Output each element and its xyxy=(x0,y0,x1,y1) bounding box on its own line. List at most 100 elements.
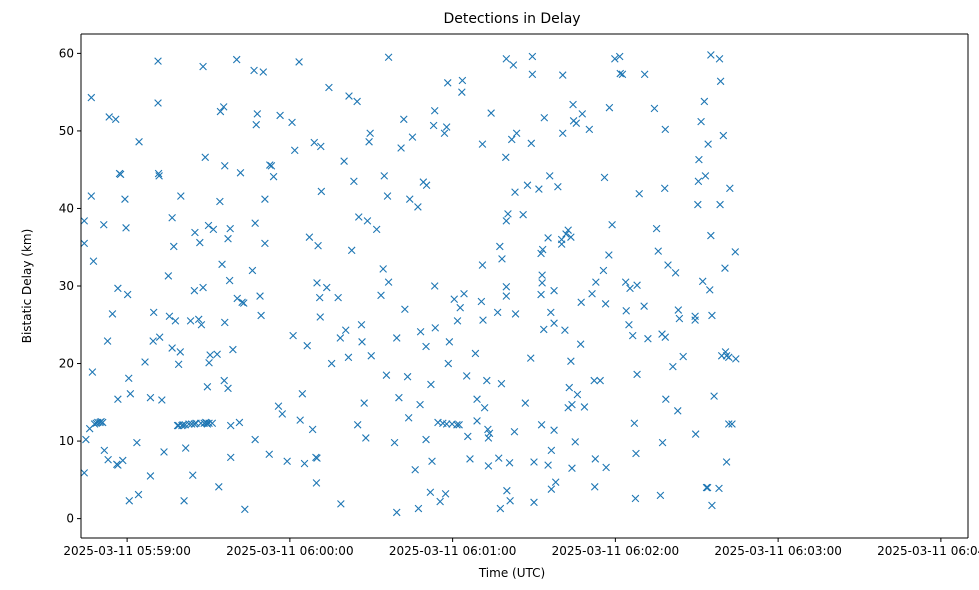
data-point xyxy=(224,384,232,393)
data-point xyxy=(544,461,552,469)
data-point xyxy=(441,490,450,498)
data-point xyxy=(158,396,166,404)
data-point xyxy=(177,192,185,200)
data-point xyxy=(484,425,492,434)
data-point xyxy=(116,170,125,179)
data-point xyxy=(334,293,342,302)
data-point xyxy=(99,220,108,229)
data-point xyxy=(479,316,487,324)
data-point xyxy=(266,161,274,169)
data-point xyxy=(305,233,314,241)
data-point xyxy=(716,200,724,209)
data-point xyxy=(155,333,164,341)
data-point xyxy=(577,298,585,307)
data-point xyxy=(204,221,213,230)
data-point xyxy=(551,478,560,486)
data-point xyxy=(340,157,348,165)
data-point xyxy=(728,420,736,428)
data-point xyxy=(350,177,358,186)
data-point xyxy=(377,291,385,300)
data-point xyxy=(703,483,712,492)
data-point xyxy=(691,316,699,324)
plot-area xyxy=(81,34,968,538)
data-point xyxy=(442,420,451,428)
data-point xyxy=(440,129,449,138)
data-point xyxy=(261,195,269,203)
data-point xyxy=(392,508,401,517)
data-point xyxy=(493,308,502,317)
data-point xyxy=(605,103,614,112)
data-point xyxy=(390,438,399,447)
data-point xyxy=(397,144,405,152)
data-point xyxy=(477,297,486,306)
data-point xyxy=(679,352,687,361)
data-point xyxy=(220,318,229,327)
data-point xyxy=(154,57,162,65)
data-point xyxy=(719,131,728,140)
data-point xyxy=(196,238,204,247)
data-point xyxy=(401,305,409,314)
data-point xyxy=(411,465,419,474)
data-point xyxy=(310,138,319,147)
data-point xyxy=(661,125,670,134)
data-point xyxy=(149,337,157,345)
data-point xyxy=(164,272,173,280)
data-point xyxy=(615,52,624,61)
data-point xyxy=(122,224,130,232)
data-point xyxy=(530,498,538,507)
data-point xyxy=(507,135,516,144)
x-tick-label: 2025-03-11 06:00:00 xyxy=(226,544,353,558)
data-point xyxy=(462,372,471,380)
data-point xyxy=(149,308,158,317)
data-point xyxy=(478,261,487,269)
data-point xyxy=(547,308,555,317)
data-point xyxy=(568,400,576,409)
data-point xyxy=(427,380,435,389)
data-point xyxy=(125,496,134,505)
data-point xyxy=(460,289,468,298)
data-point xyxy=(550,319,558,328)
data-point xyxy=(250,66,258,75)
data-point xyxy=(526,354,535,362)
data-point xyxy=(408,133,417,141)
data-point xyxy=(567,357,575,366)
data-point xyxy=(625,320,633,329)
x-tick-label: 2025-03-11 05:59:00 xyxy=(63,544,190,558)
data-point xyxy=(188,471,197,479)
data-points xyxy=(80,51,740,517)
data-point xyxy=(537,421,546,429)
data-point xyxy=(314,241,322,250)
data-point xyxy=(591,455,600,463)
data-point xyxy=(155,172,163,180)
x-tick-label: 2025-03-11 06:03:00 xyxy=(714,544,841,558)
data-point xyxy=(88,368,97,376)
data-point xyxy=(509,61,518,69)
data-point xyxy=(708,311,716,320)
data-point xyxy=(674,306,683,314)
y-axis-label: Bistatic Delay (km) xyxy=(20,229,34,344)
data-point xyxy=(146,393,155,402)
data-point xyxy=(466,455,474,463)
data-point xyxy=(239,299,248,307)
data-point xyxy=(528,70,537,79)
data-point xyxy=(253,110,262,118)
data-point xyxy=(640,302,648,310)
y-tick-label: 40 xyxy=(59,201,74,215)
data-point xyxy=(618,70,627,79)
data-point xyxy=(496,242,504,251)
data-point xyxy=(80,469,89,477)
data-point xyxy=(512,129,521,138)
data-point xyxy=(384,53,393,62)
data-point xyxy=(616,69,625,78)
data-point xyxy=(644,334,652,343)
data-point xyxy=(199,62,207,71)
data-point xyxy=(658,438,667,447)
data-point xyxy=(505,458,514,467)
data-point xyxy=(219,103,228,111)
data-point xyxy=(630,419,639,428)
data-point xyxy=(626,284,634,293)
data-point xyxy=(473,417,481,425)
y-tick-label: 50 xyxy=(59,124,74,138)
data-point xyxy=(226,421,235,430)
data-point xyxy=(365,137,373,146)
